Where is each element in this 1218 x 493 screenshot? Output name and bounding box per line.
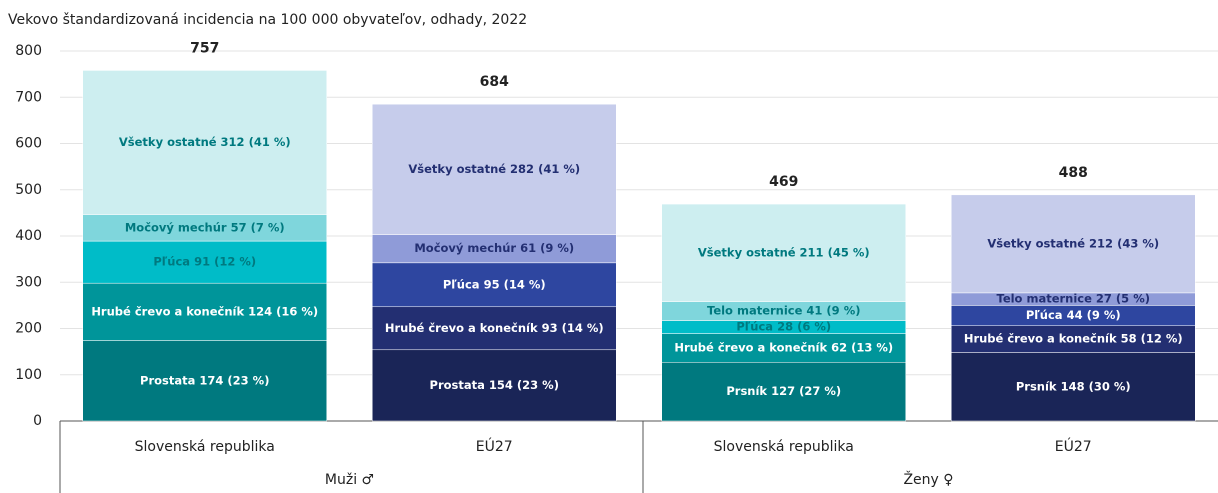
segment-label: Hrubé črevo a konečník 93 (14 %) — [385, 321, 604, 335]
segment-label: Všetky ostatné 212 (43 %) — [987, 236, 1159, 250]
group-label: Muži ♂ — [325, 472, 374, 488]
bar-segment — [372, 349, 617, 422]
bar-segment — [82, 282, 327, 341]
segment-label: Všetky ostatné 211 (45 %) — [698, 245, 870, 259]
bar-segment — [951, 352, 1196, 422]
segment-label: Pľúca 91 (12 %) — [153, 255, 256, 269]
y-tick-label: 300 — [15, 274, 42, 290]
segment-label: Všetky ostatné 312 (41 %) — [119, 135, 291, 149]
total-label: 469 — [769, 174, 798, 190]
segment-label: Pľúca 28 (6 %) — [736, 320, 831, 334]
bar-segment — [372, 103, 617, 235]
y-tick-label: 200 — [15, 321, 42, 337]
segment-label: Prostata 154 (23 %) — [430, 378, 559, 392]
segment-label: Močový mechúr 61 (9 %) — [414, 241, 574, 255]
segment-label: Prsník 148 (30 %) — [1016, 379, 1131, 393]
segment-label: Prsník 127 (27 %) — [726, 384, 841, 398]
bar-segment — [661, 203, 906, 302]
bar-segment — [951, 325, 1196, 353]
x-tick-label: EÚ27 — [476, 437, 513, 455]
y-tick-label: 100 — [15, 367, 42, 383]
y-tick-label: 600 — [15, 136, 42, 152]
segment-label: Všetky ostatné 282 (41 %) — [408, 162, 580, 176]
bar-segment — [661, 362, 906, 422]
y-tick-label: 0 — [33, 413, 42, 429]
y-tick-label: 700 — [15, 89, 42, 105]
bar-segment — [661, 333, 906, 363]
y-tick-label: 800 — [15, 43, 42, 59]
bar-segment — [82, 340, 327, 422]
bar-segment — [951, 194, 1196, 294]
y-tick-label: 500 — [15, 182, 42, 198]
group-label: Ženy ♀ — [903, 470, 953, 488]
x-tick-label: Slovenská republika — [714, 439, 854, 455]
segment-label: Hrubé črevo a konečník 124 (16 %) — [91, 304, 318, 318]
y-tick-label: 400 — [15, 228, 42, 244]
segment-label: Pľúca 44 (9 %) — [1026, 308, 1121, 322]
total-label: 684 — [480, 74, 509, 90]
segment-label: Prostata 174 (23 %) — [140, 373, 269, 387]
segment-label: Telo maternice 27 (5 %) — [997, 292, 1150, 306]
segment-label: Hrubé črevo a konečník 62 (13 %) — [674, 340, 893, 354]
segment-label: Močový mechúr 57 (7 %) — [125, 220, 285, 234]
segment-label: Telo maternice 41 (9 %) — [707, 304, 860, 318]
segment-label: Pľúca 95 (14 %) — [443, 277, 546, 291]
bar-segment — [372, 234, 617, 264]
bar-segment — [82, 70, 327, 215]
x-tick-label: EÚ27 — [1055, 437, 1092, 455]
bar-segment — [372, 306, 617, 351]
total-label: 488 — [1059, 165, 1088, 181]
bar-segment — [372, 262, 617, 308]
chart-subtitle: Vekovo štandardizovaná incidencia na 100… — [8, 12, 527, 28]
x-tick-label: Slovenská republika — [135, 439, 275, 455]
segment-label: Hrubé črevo a konečník 58 (12 %) — [964, 332, 1183, 346]
bar-segment — [82, 240, 327, 284]
bar-segment — [82, 214, 327, 242]
total-label: 757 — [190, 40, 219, 56]
